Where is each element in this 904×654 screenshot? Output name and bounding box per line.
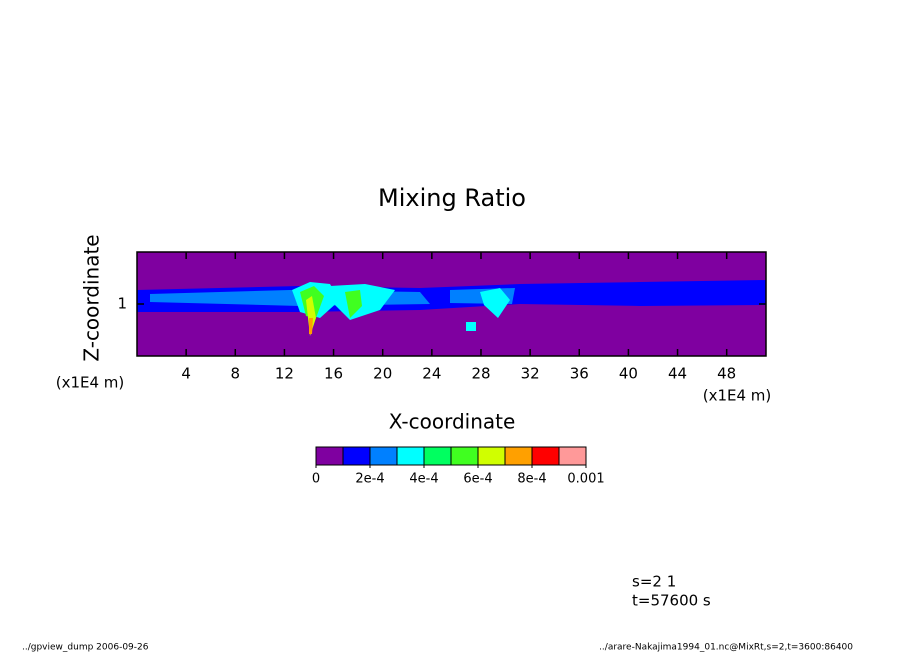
y-units: (x1E4 m): [56, 374, 125, 392]
field-region: [466, 322, 476, 331]
x-tick-label: 32: [521, 365, 540, 383]
x-tick-label: 12: [275, 365, 294, 383]
colorbar-label: 0.001: [567, 472, 604, 487]
colorbar-label: 8e-4: [517, 472, 546, 487]
annotation: ../arare-Nakajima1994_01.nc@MixRt,s=2,t=…: [599, 643, 853, 653]
x-tick-label: 36: [570, 365, 589, 383]
annotation: s=2 1: [632, 573, 676, 591]
colorbar-box: [558, 446, 587, 466]
colorbar-box: [369, 446, 398, 466]
annotation: t=57600 s: [632, 592, 711, 610]
x-tick-label: 8: [231, 365, 241, 383]
chart-title: Mixing Ratio: [378, 184, 526, 212]
x-tick-label: 24: [422, 365, 441, 383]
colorbar-label: 4e-4: [409, 472, 438, 487]
colorbar-label: 2e-4: [355, 472, 384, 487]
field-region: [345, 290, 362, 318]
colorbar-box: [504, 446, 533, 466]
colorbar-box: [531, 446, 560, 466]
field: [137, 252, 766, 356]
x-tick-label: 16: [324, 365, 343, 383]
x-tick-label: 40: [619, 365, 638, 383]
colorbar-box: [450, 446, 479, 466]
x-tick-label: 28: [471, 365, 490, 383]
y-axis-label: Z-coordinate: [80, 234, 104, 361]
colorbar-box: [477, 446, 506, 466]
y-tick-label: 1: [117, 295, 127, 313]
colorbar-box: [423, 446, 452, 466]
x-tick-label: 4: [181, 365, 191, 383]
colorbar-label: 6e-4: [463, 472, 492, 487]
field-region: [480, 288, 510, 318]
x-tick-label: 20: [373, 365, 392, 383]
field-region: [309, 318, 313, 334]
x-axis-label: X-coordinate: [389, 410, 516, 434]
field-region: [306, 296, 316, 336]
colorbar-box: [315, 446, 344, 466]
colorbar-box: [396, 446, 425, 466]
x-units: (x1E4 m): [703, 387, 772, 405]
annotation: ../gpview_dump 2006-09-26: [22, 643, 149, 653]
x-tick-label: 44: [668, 365, 687, 383]
colorbar-label: 0: [312, 472, 320, 487]
colorbar-box: [342, 446, 371, 466]
x-tick-label: 48: [717, 365, 736, 383]
